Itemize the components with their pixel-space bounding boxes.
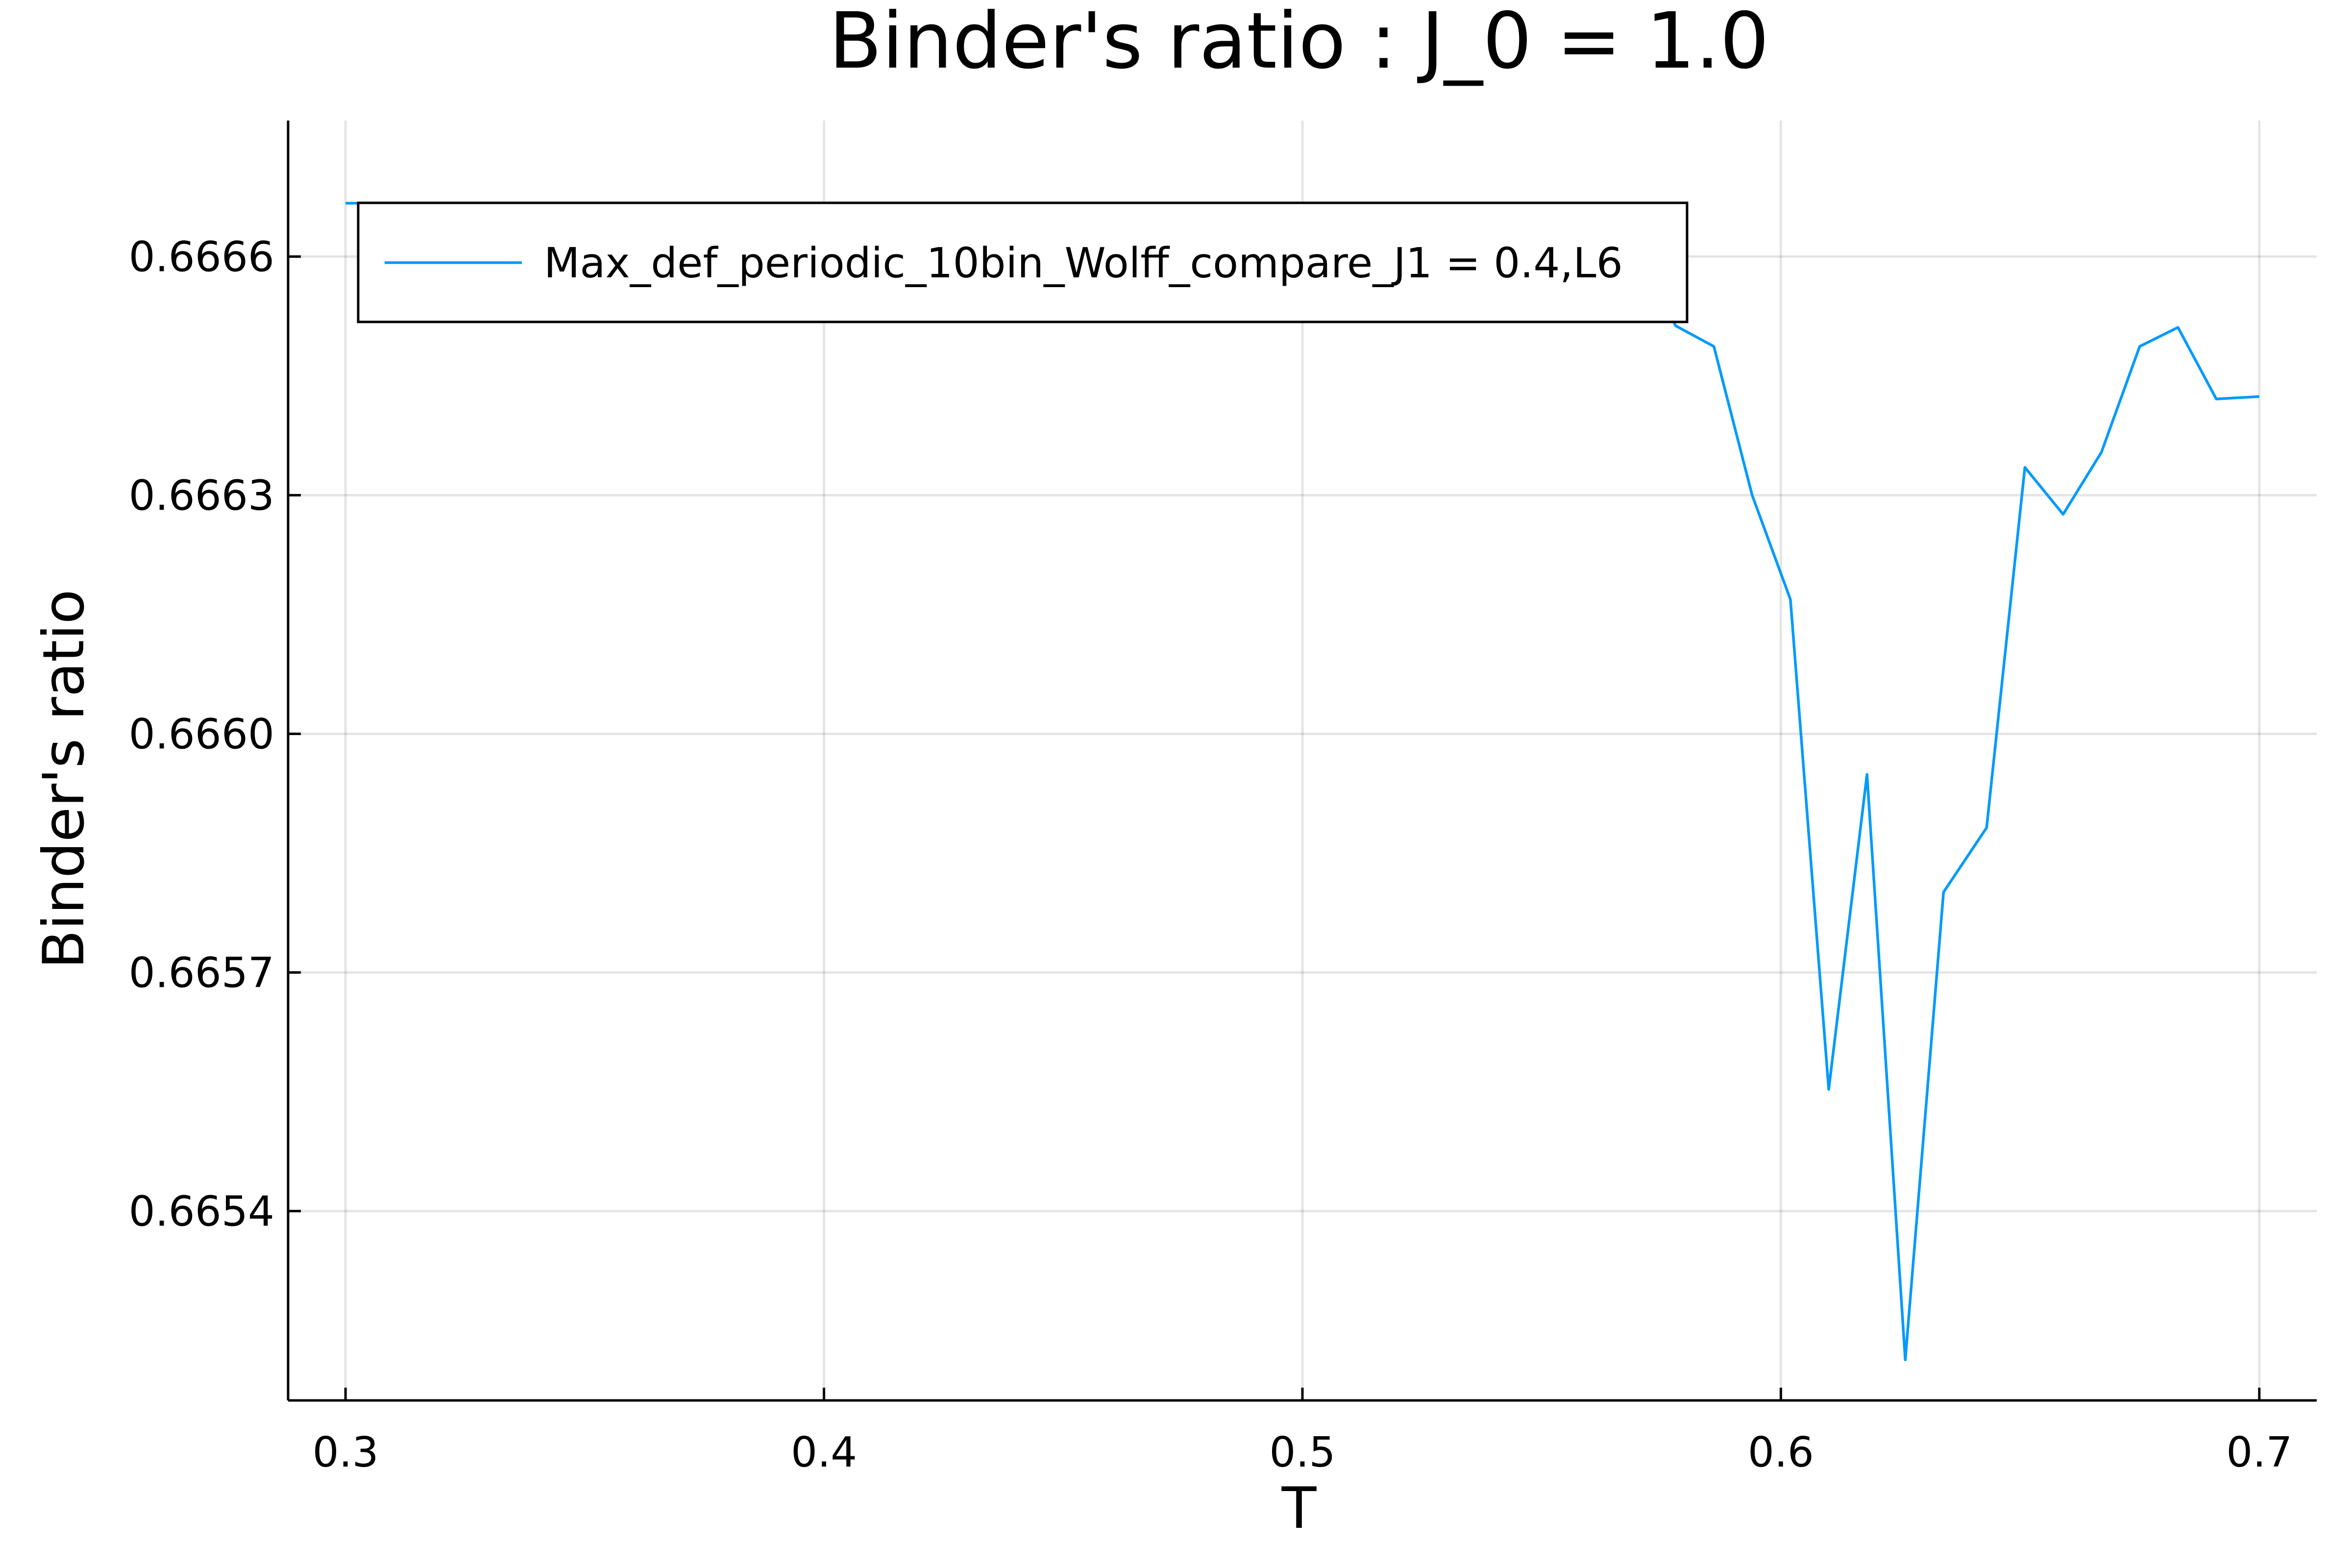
x-tick-label: 0.4 [791, 1428, 857, 1477]
grid-layer [288, 121, 2317, 1400]
ticks-layer: 0.3 0.4 0.5 0.6 0.7 0.6654 0.6657 0.6660 0.6663 0… [129, 233, 2293, 1477]
y-axis-label: Binder's ratio [31, 589, 97, 969]
x-tick-label: 0.6 [1748, 1428, 1814, 1477]
x-axis-label: T [1281, 1475, 1317, 1542]
y-tick-label: 0.6663 [129, 472, 274, 520]
y-tick-label: 0.6657 [129, 949, 274, 998]
legend: Max_def_periodic_10bin_Wolff_compare_J1 … [357, 201, 1689, 323]
x-tick-label: 0.7 [2226, 1428, 2292, 1477]
x-tick-label: 0.5 [1269, 1428, 1335, 1477]
y-tick-label: 0.6654 [129, 1188, 274, 1236]
y-tick-label: 0.6660 [129, 710, 274, 759]
legend-box [357, 201, 1689, 323]
legend-series-label: Max_def_periodic_10bin_Wolff_compare_J1 … [544, 239, 1623, 288]
chart-title: Binder's ratio : J_0 = 1.0 [829, 0, 1769, 86]
x-tick-label: 0.3 [313, 1428, 379, 1477]
y-tick-label: 0.6666 [129, 233, 274, 282]
